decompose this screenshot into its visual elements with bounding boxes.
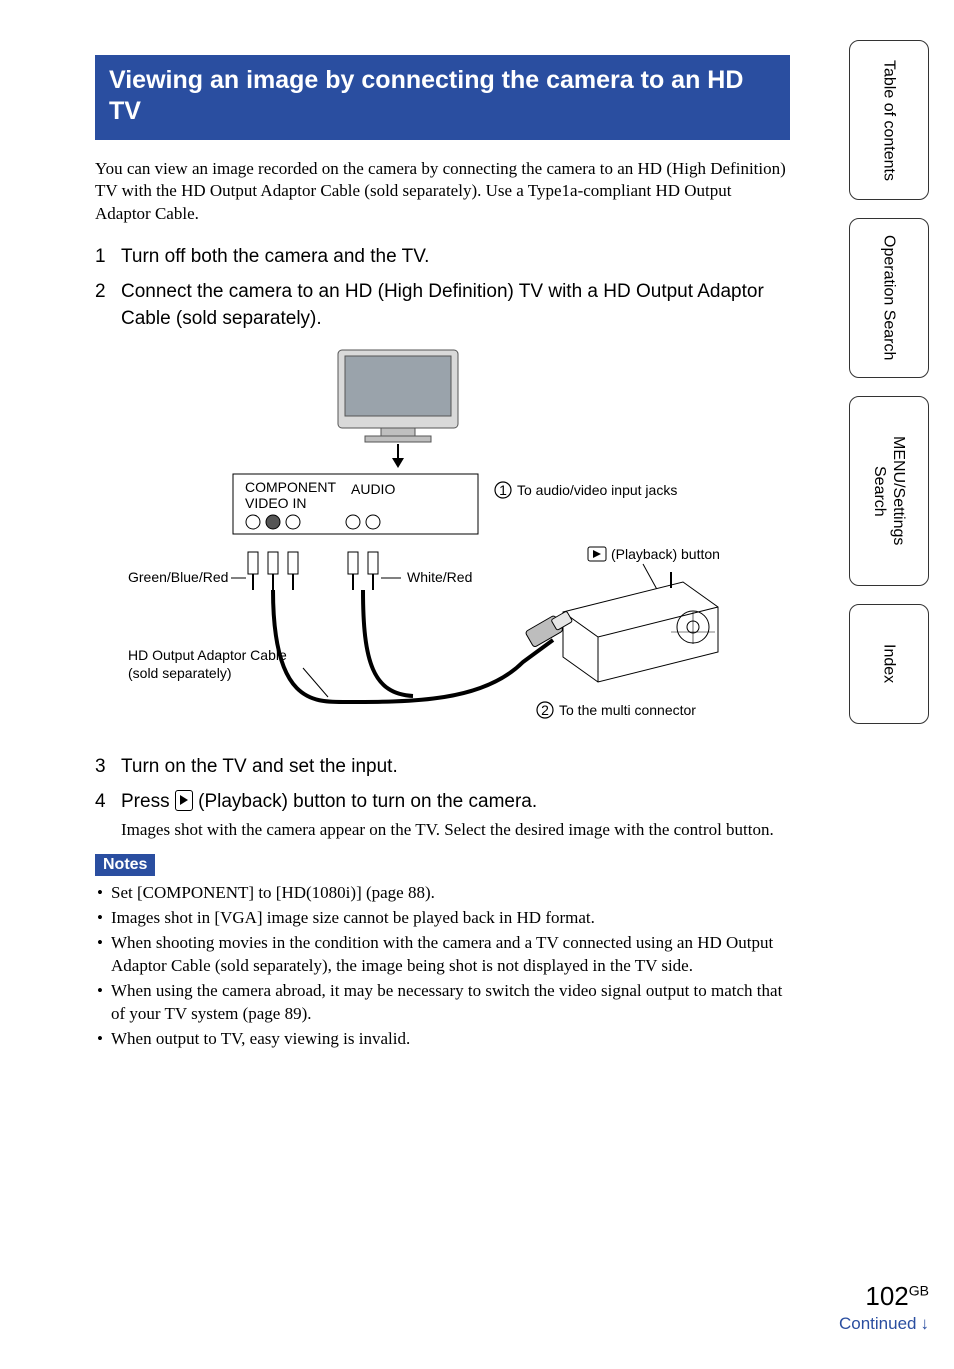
page-footer: 102GB Continued↓ — [839, 1281, 929, 1334]
note-item: When using the camera abroad, it may be … — [95, 980, 790, 1026]
step-1: Turn off both the camera and the TV. — [95, 244, 790, 271]
continued-indicator: Continued↓ — [839, 1314, 929, 1334]
note-item: Images shot in [VGA] image size cannot b… — [95, 907, 790, 930]
tab-operation-search[interactable]: Operation Search — [849, 218, 929, 378]
diagram-label-audio: AUDIO — [351, 481, 395, 497]
connection-diagram: COMPONENT VIDEO IN AUDIO 1 To audio/vide… — [95, 342, 790, 742]
notes-heading: Notes — [95, 854, 155, 876]
down-arrow-icon: ↓ — [921, 1314, 930, 1334]
diagram-label-wr: White/Red — [407, 569, 472, 585]
intro-paragraph: You can view an image recorded on the ca… — [95, 158, 790, 227]
page-title: Viewing an image by connecting the camer… — [95, 55, 790, 140]
diagram-label-cable-2: (sold separately) — [128, 665, 232, 681]
diagram-circled-2: 2 — [541, 702, 549, 718]
step-4-pre: Press — [121, 791, 175, 812]
play-icon — [175, 790, 193, 811]
diagram-label-cable-1: HD Output Adaptor Cable — [128, 647, 287, 663]
step-4-detail: Images shot with the camera appear on th… — [121, 819, 790, 842]
step-3: Turn on the TV and set the input. — [95, 754, 790, 781]
step-4-post: (Playback) button to turn on the camera. — [198, 791, 537, 812]
steps-list-cont: Turn on the TV and set the input. Press … — [95, 754, 790, 842]
side-navigation: Table of contents Operation Search MENU/… — [849, 40, 929, 724]
note-item: Set [COMPONENT] to [HD(1080i)] (page 88)… — [95, 882, 790, 905]
diagram-label-gbr: Green/Blue/Red — [128, 569, 228, 585]
diagram-label-video-in: VIDEO IN — [245, 495, 306, 511]
notes-list: Set [COMPONENT] to [HD(1080i)] (page 88)… — [95, 882, 790, 1051]
diagram-callout-1: To audio/video input jacks — [517, 482, 677, 498]
diagram-callout-2: To the multi connector — [559, 702, 696, 718]
tab-table-of-contents[interactable]: Table of contents — [849, 40, 929, 200]
note-item: When output to TV, easy viewing is inval… — [95, 1028, 790, 1051]
tab-index[interactable]: Index — [849, 604, 929, 724]
diagram-label-playback: (Playback) button — [611, 546, 720, 562]
note-item: When shooting movies in the condition wi… — [95, 932, 790, 978]
diagram-circled-1: 1 — [499, 482, 507, 498]
steps-list: Turn off both the camera and the TV. Con… — [95, 244, 790, 332]
step-4: Press (Playback) button to turn on the c… — [95, 789, 790, 843]
step-2: Connect the camera to an HD (High Defini… — [95, 279, 790, 332]
tab-menu-settings-search[interactable]: MENU/Settings Search — [849, 396, 929, 586]
diagram-label-component: COMPONENT — [245, 479, 336, 495]
page-number: 102GB — [839, 1281, 929, 1312]
